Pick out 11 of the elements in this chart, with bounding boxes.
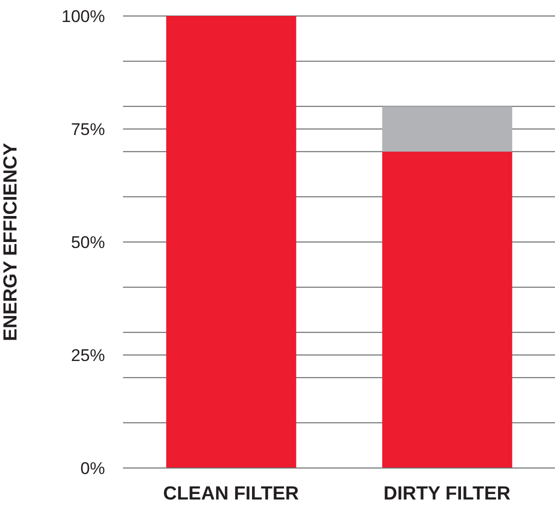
y-tick-label: 25%	[70, 346, 105, 366]
y-axis-title: ENERGY EFFICIENCY	[0, 142, 22, 342]
y-tick-label: 100%	[62, 7, 105, 26]
x-tick-label: CLEAN FILTER	[163, 483, 300, 504]
bar	[382, 106, 512, 152]
y-tick-label: 75%	[70, 120, 105, 140]
y-tick-label: 0%	[80, 459, 105, 478]
bar	[166, 16, 296, 468]
bar	[382, 152, 512, 468]
x-tick-label: DIRTY FILTER	[383, 483, 511, 504]
y-tick-label: 50%	[70, 233, 105, 252]
